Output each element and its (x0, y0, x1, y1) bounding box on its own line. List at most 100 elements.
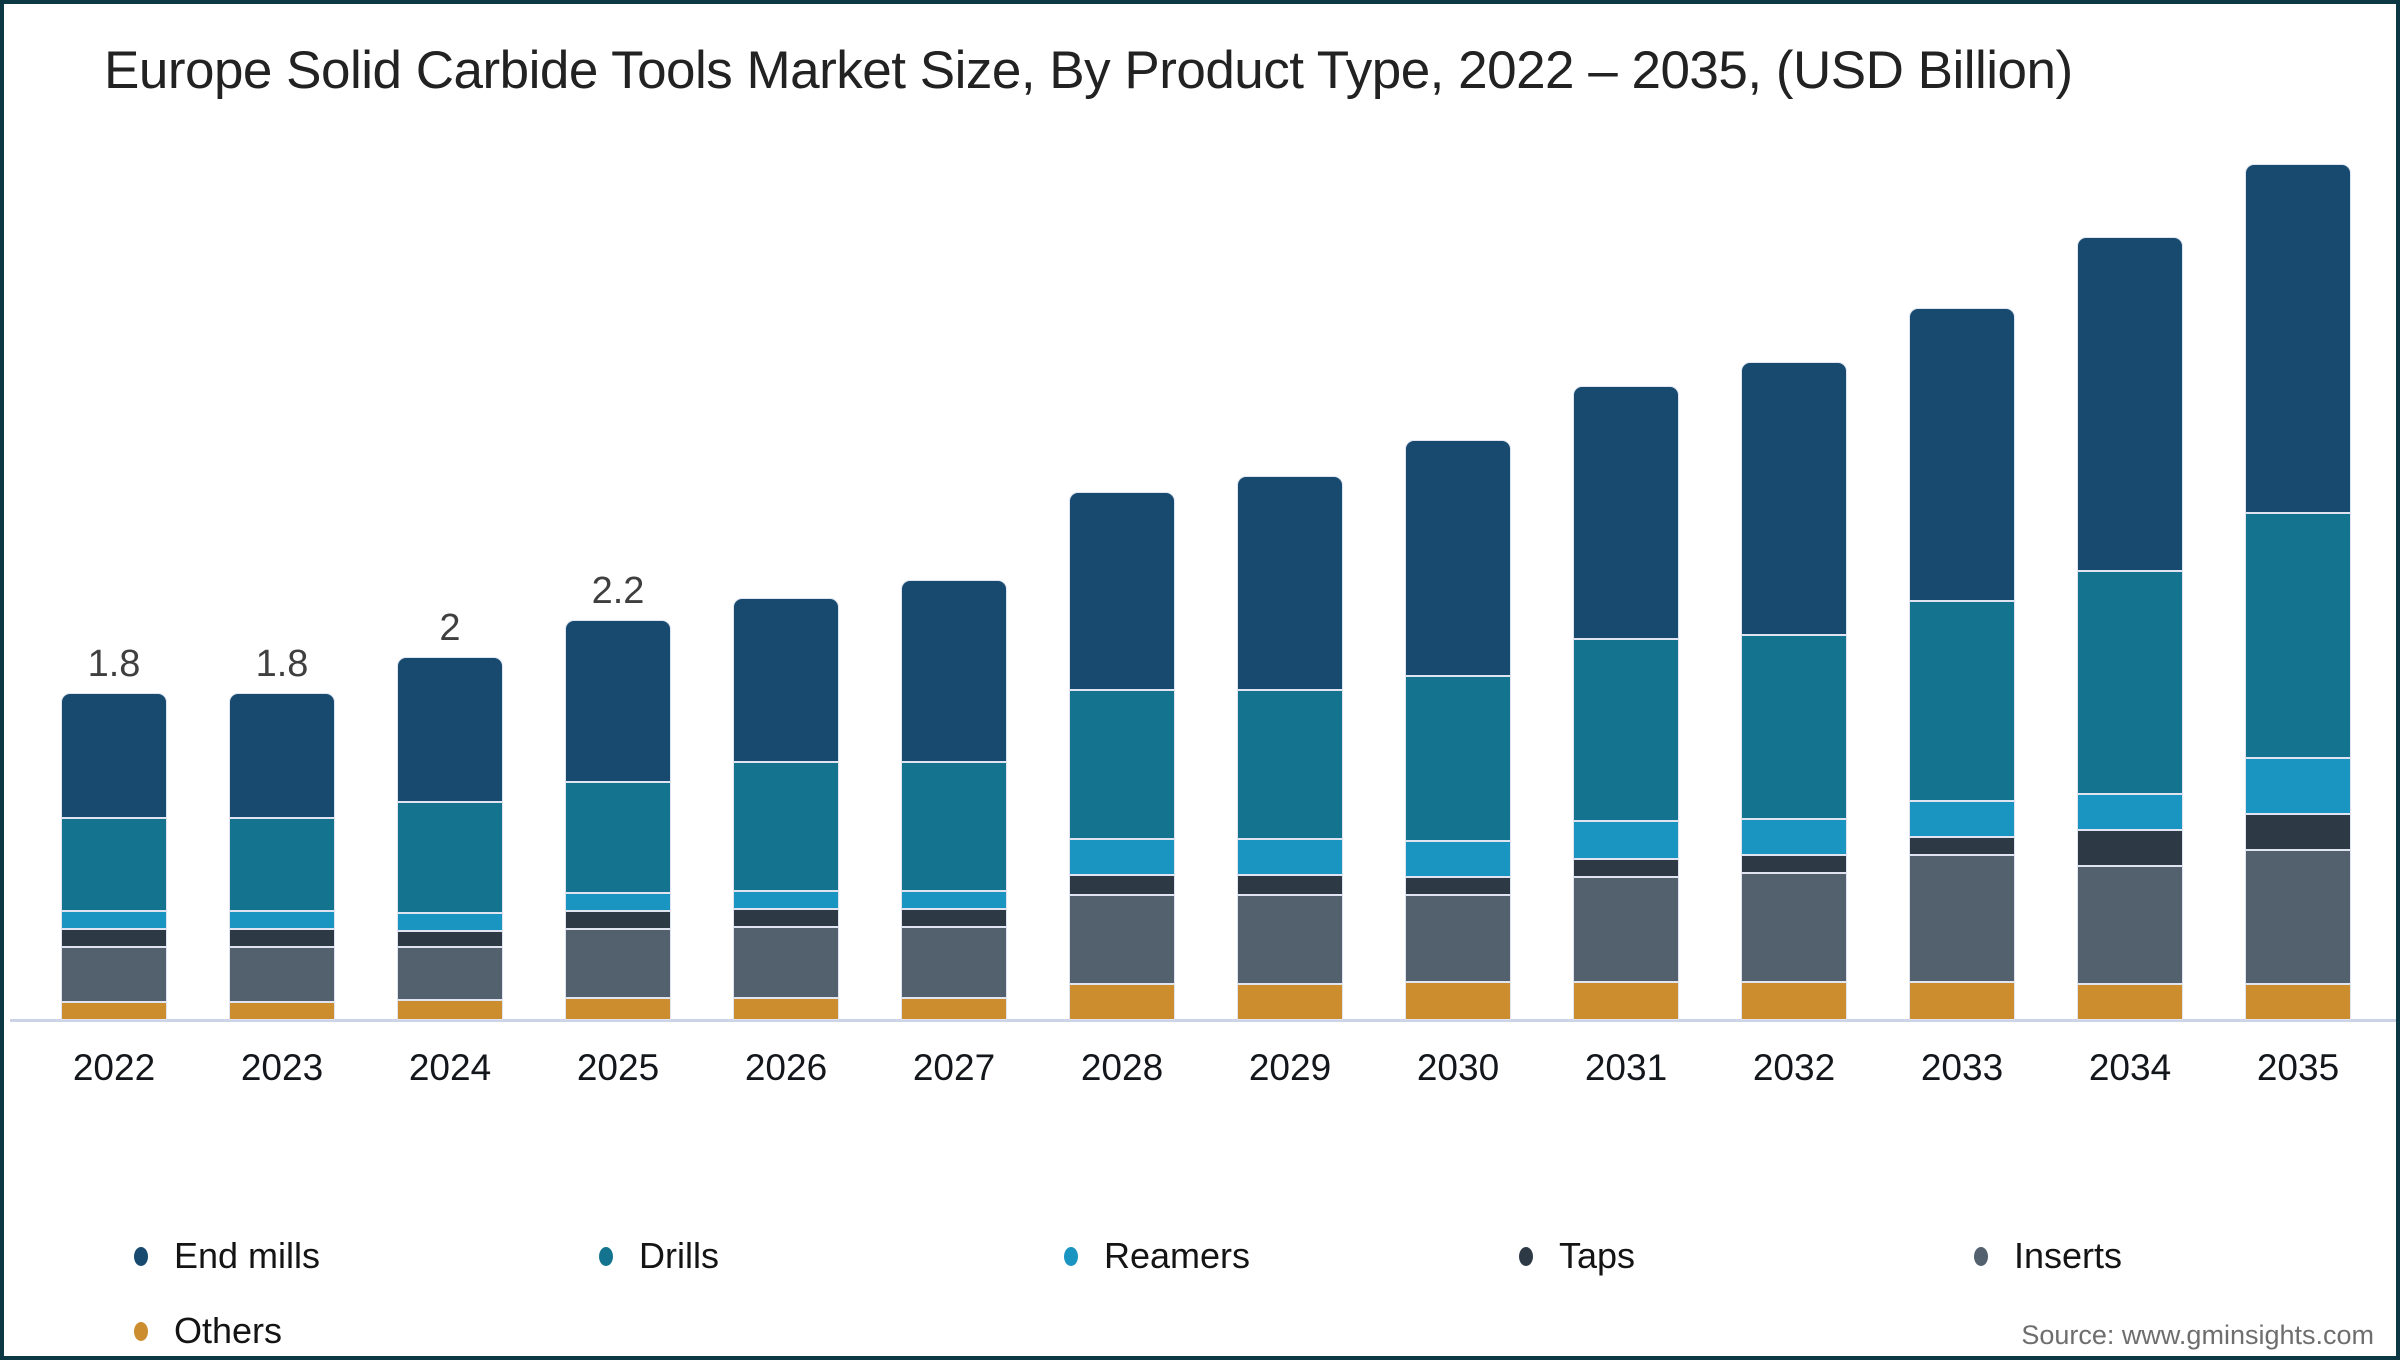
bar-segment-others (397, 1000, 503, 1020)
x-axis-label-2031: 2031 (1584, 1047, 1668, 1088)
x-axis-label-2023: 2023 (240, 1047, 324, 1088)
bar-2033 (1909, 124, 2015, 1020)
bar-2022: 1.8 (61, 124, 167, 1020)
bar-segment-end-mills (61, 693, 167, 818)
bar-stack-2034 (2077, 237, 2183, 1020)
x-axis-label-2022: 2022 (72, 1047, 156, 1088)
bar-stack-2032 (1741, 362, 1847, 1020)
bar-segment-end-mills (2077, 237, 2183, 571)
bar-segment-drills (61, 818, 167, 911)
x-axis-label-2027: 2027 (912, 1047, 996, 1088)
bar-segment-drills (1237, 690, 1343, 839)
bar-segment-reamers (1909, 801, 2015, 837)
x-axis-label-2025: 2025 (576, 1047, 660, 1088)
bar-stack-2024 (397, 657, 503, 1020)
legend-label: Reamers (1104, 1235, 1251, 1276)
bar-2032 (1741, 124, 1847, 1020)
legend-item-end-mills: End mills (134, 1234, 320, 1278)
x-axis-label-2028: 2028 (1080, 1047, 1164, 1088)
bar-segment-inserts (733, 927, 839, 998)
bar-segment-end-mills (1909, 308, 2015, 601)
bar-segment-taps (2245, 814, 2351, 850)
bar-segment-inserts (1069, 895, 1175, 984)
bar-segment-others (1741, 982, 1847, 1020)
bar-segment-taps (1405, 877, 1511, 895)
bar-segment-end-mills (1237, 476, 1343, 690)
bar-2025: 2.2 (565, 124, 671, 1020)
bar-segment-others (1909, 982, 2015, 1020)
legend-item-drills: Drills (599, 1234, 719, 1278)
bar-segment-others (2077, 984, 2183, 1020)
bar-segment-drills (733, 762, 839, 891)
legend-swatch-icon (134, 1246, 148, 1266)
bar-segment-taps (733, 909, 839, 927)
bar-value-label: 2.2 (591, 570, 645, 612)
bar-segment-reamers (1237, 839, 1343, 875)
bar-stack-2033 (1909, 308, 2015, 1020)
bar-segment-inserts (901, 927, 1007, 998)
bar-segment-taps (1909, 837, 2015, 855)
bar-segment-reamers (565, 893, 671, 911)
bar-2030 (1405, 124, 1511, 1020)
bar-2034 (2077, 124, 2183, 1020)
bar-segment-reamers (1741, 819, 1847, 855)
bar-segment-drills (2245, 513, 2351, 758)
bar-segment-drills (1405, 676, 1511, 841)
bar-segment-reamers (1069, 839, 1175, 875)
legend-label: End mills (174, 1235, 321, 1276)
bar-segment-inserts (1237, 895, 1343, 984)
bar-segment-inserts (229, 947, 335, 1002)
bar-2023: 1.8 (229, 124, 335, 1020)
bar-segment-reamers (397, 913, 503, 931)
bar-segment-drills (2077, 571, 2183, 794)
bar-stack-2025 (565, 620, 671, 1020)
x-axis-label-2026: 2026 (744, 1047, 828, 1088)
bar-segment-drills (1741, 635, 1847, 819)
bar-2031 (1573, 124, 1679, 1020)
bar-segment-others (2245, 984, 2351, 1020)
bar-segment-taps (901, 909, 1007, 927)
source-note: Source: www.gminsights.com (2021, 1320, 2374, 1350)
bar-segment-taps (61, 929, 167, 947)
bar-value-label: 1.8 (255, 643, 309, 685)
legend-item-inserts: Inserts (1974, 1234, 2122, 1278)
bar-segment-end-mills (1405, 440, 1511, 676)
bar-2029 (1237, 124, 1343, 1020)
bar-segment-taps (1741, 855, 1847, 873)
legend-swatch-icon (1974, 1246, 1988, 1266)
bar-segment-taps (397, 931, 503, 947)
x-axis-line (10, 1019, 2396, 1022)
bar-segment-end-mills (2245, 164, 2351, 513)
bar-2027 (901, 124, 1007, 1020)
legend-swatch-icon (134, 1321, 148, 1341)
bar-stack-2023 (229, 693, 335, 1020)
legend-swatch-icon (1064, 1246, 1078, 1266)
legend-item-reamers: Reamers (1064, 1234, 1250, 1278)
bar-segment-taps (565, 911, 671, 929)
bar-segment-drills (229, 818, 335, 911)
legend-swatch-icon (1519, 1246, 1533, 1266)
bar-segment-drills (397, 802, 503, 913)
bar-value-label: 2 (439, 607, 461, 649)
bar-segment-end-mills (1573, 386, 1679, 639)
x-axis-label-2029: 2029 (1248, 1047, 1332, 1088)
bar-segment-reamers (901, 891, 1007, 909)
bar-segment-reamers (1573, 821, 1679, 859)
bar-segment-drills (1069, 690, 1175, 839)
bar-stack-2026 (733, 598, 839, 1020)
bar-segment-inserts (1741, 873, 1847, 982)
bar-segment-drills (1573, 639, 1679, 821)
legend-label: Drills (639, 1235, 719, 1276)
legend-label: Inserts (2014, 1235, 2123, 1276)
bar-segment-taps (1237, 875, 1343, 895)
bar-segment-inserts (2077, 866, 2183, 984)
x-axis-label-2033: 2033 (1920, 1047, 2004, 1088)
bar-stack-2031 (1573, 386, 1679, 1020)
bar-stack-2027 (901, 580, 1007, 1020)
bar-2035 (2245, 124, 2351, 1020)
bar-segment-drills (1909, 601, 2015, 801)
bar-segment-end-mills (733, 598, 839, 762)
x-axis-labels: 2022 2023 2024 2025 2026 2027 2028 2029 2030 2031… (61, 1049, 2351, 1095)
bar-segment-others (1405, 982, 1511, 1020)
